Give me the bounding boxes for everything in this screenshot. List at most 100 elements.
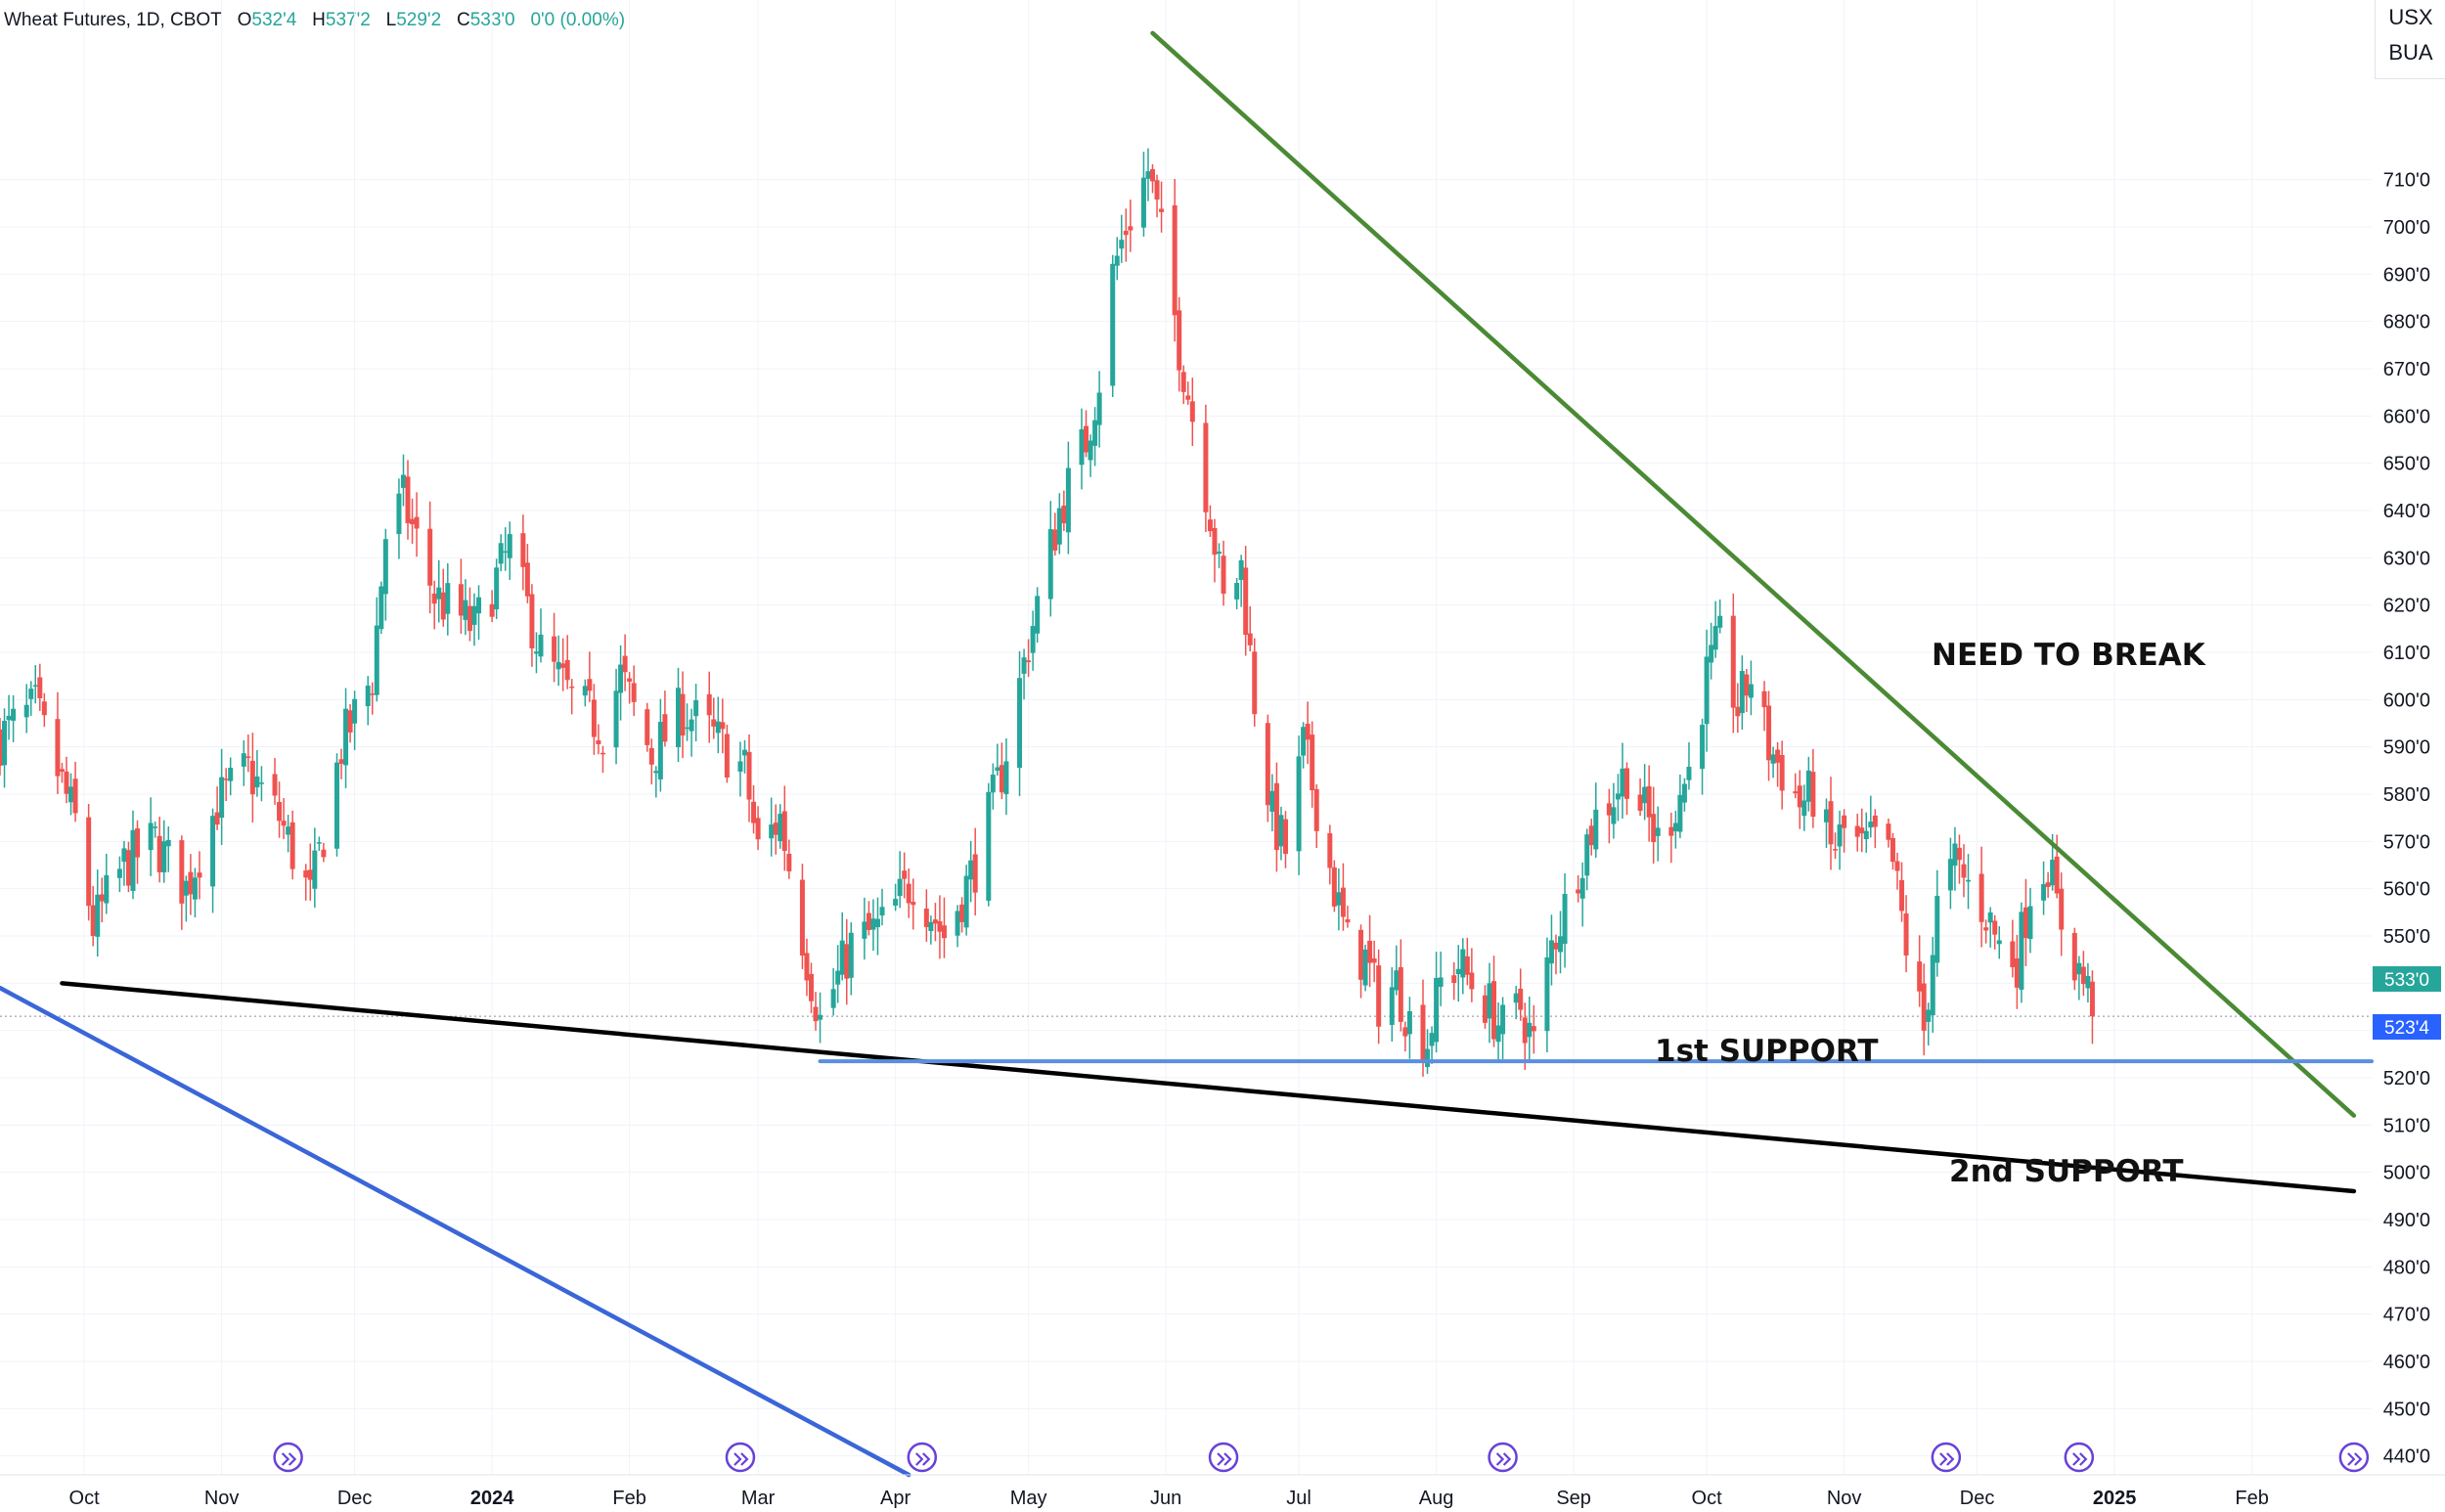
candle-body	[906, 883, 911, 904]
candle-body	[183, 880, 189, 896]
candle-body	[1003, 761, 1009, 795]
candle-body	[1464, 956, 1470, 975]
candle-body	[2054, 856, 2060, 894]
candle-body	[188, 871, 194, 895]
candle-body	[1983, 927, 1989, 931]
candle-body	[281, 821, 287, 826]
candles	[0, 148, 2095, 1077]
trendlines[interactable]	[0, 30, 2374, 1478]
candle-body	[1797, 785, 1802, 808]
y-tick-label: 710'0	[2383, 170, 2430, 192]
candle-body	[1052, 529, 1058, 551]
candle-body	[471, 605, 477, 625]
candle-body	[1668, 826, 1674, 836]
candle-body	[1833, 849, 1839, 851]
x-tick-label: Sep	[1556, 1488, 1591, 1509]
candle-body	[1212, 527, 1218, 556]
candle-body	[1899, 879, 1905, 912]
candle-body	[1313, 788, 1319, 831]
candle-body	[813, 1006, 819, 1022]
candle-body	[1500, 1004, 1506, 1035]
x-tick-label: May	[1010, 1488, 1047, 1509]
candle-body	[839, 940, 845, 975]
candle-body	[1531, 1026, 1536, 1032]
symbol-title[interactable]: Wheat Futures, 1D, CBOT	[4, 10, 222, 30]
x-tick-label: Aug	[1419, 1488, 1454, 1509]
candle-body	[995, 767, 1000, 772]
candle-body	[489, 603, 495, 617]
candle-body	[289, 822, 295, 869]
unit-secondary[interactable]: BUA	[2388, 40, 2433, 65]
candle-body	[130, 829, 136, 891]
candle-body	[1282, 819, 1288, 855]
event-chevron-icon	[915, 1452, 931, 1466]
candle-body	[773, 823, 778, 835]
candle-body	[1376, 965, 1382, 1027]
candle-body	[1868, 822, 1874, 828]
support-price-value: 523'4	[2384, 1018, 2429, 1039]
candle-body	[1119, 240, 1125, 249]
event-chevron-icon	[1495, 1452, 1512, 1466]
candle-body	[2023, 907, 2028, 939]
candle-body	[1203, 422, 1209, 512]
candle-body	[1686, 767, 1692, 780]
candle-body	[835, 970, 841, 985]
event-chevron-icon	[2072, 1452, 2088, 1466]
unit-primary[interactable]: USX	[2388, 5, 2433, 29]
candle-body	[6, 715, 12, 721]
candle-body	[1096, 392, 1102, 425]
candle-body	[2071, 932, 2077, 981]
candle-body	[1775, 749, 1781, 763]
candle-body	[467, 605, 472, 632]
unit-selector[interactable]: USX BUA	[2375, 0, 2445, 79]
candle-body	[932, 919, 938, 924]
low-value: 529'2	[396, 10, 442, 30]
candle-body	[125, 850, 131, 886]
candle-body	[374, 625, 379, 695]
candle-body	[1189, 401, 1195, 422]
candle-body	[1420, 1004, 1426, 1062]
second-support-label: 2nd SUPPORT	[1949, 1154, 2184, 1189]
y-tick-label: 660'0	[2383, 406, 2430, 427]
candle-body	[1996, 940, 2002, 945]
candle-body	[135, 828, 141, 858]
y-tick-label: 600'0	[2383, 689, 2430, 711]
candle-body	[1961, 864, 1967, 878]
candle-body	[1495, 1025, 1501, 1043]
candle-body	[741, 749, 747, 756]
candle-body	[1615, 793, 1621, 800]
candle-body	[1518, 988, 1524, 1010]
candle-body	[866, 912, 871, 930]
candle-body	[1345, 918, 1351, 923]
candle-body	[879, 907, 885, 916]
candle-body	[1088, 440, 1093, 461]
candle-body	[405, 476, 411, 523]
candle-body	[778, 814, 783, 842]
candle-body	[463, 600, 468, 620]
candle-body	[2059, 888, 2065, 930]
candle-body	[95, 894, 101, 937]
candle-body	[1576, 889, 1581, 894]
candle-body	[1842, 815, 1847, 828]
candle-body	[737, 761, 743, 773]
candle-body	[1978, 873, 1984, 922]
candle-body	[1681, 783, 1687, 803]
candle-body	[2014, 957, 2020, 988]
candle-body	[272, 774, 278, 796]
y-tick-label: 450'0	[2383, 1399, 2430, 1420]
low-label: L	[385, 10, 397, 30]
candle-body	[600, 752, 605, 755]
candle-body	[662, 714, 668, 742]
x-tick-label: Mar	[741, 1488, 776, 1509]
candle-body	[1513, 993, 1519, 1003]
event-markers[interactable]	[273, 1442, 2370, 1473]
axes: 440'0 450'0 460'0 470'0 480'0 490'0 500'0 510'0…	[0, 170, 2445, 1509]
candle-body	[560, 663, 566, 668]
candle-body	[1145, 171, 1151, 179]
candle-body	[2027, 906, 2033, 940]
candle-body	[378, 586, 384, 630]
event-marker-icon	[2338, 1442, 2370, 1473]
support-price-tag	[2373, 1014, 2441, 1040]
candle-body	[1406, 1010, 1412, 1035]
